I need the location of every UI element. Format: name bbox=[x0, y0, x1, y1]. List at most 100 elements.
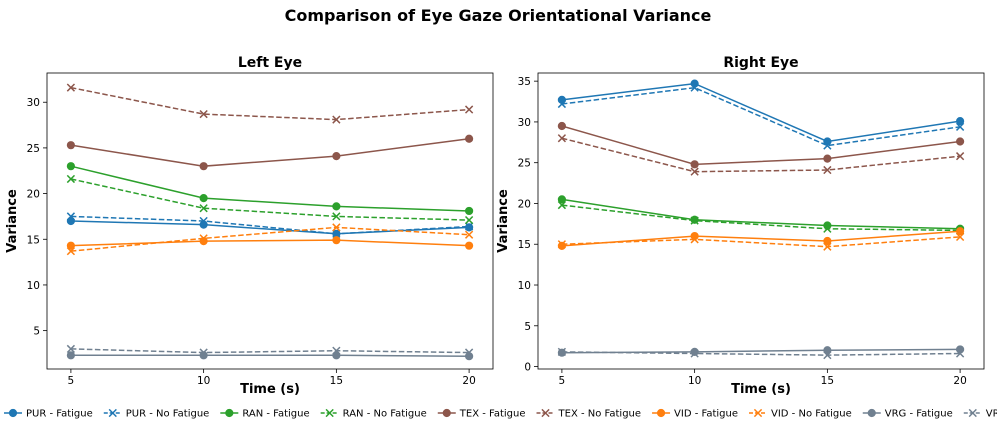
left-y-tick-label: 5 bbox=[33, 326, 40, 338]
legend-handle-marker bbox=[108, 408, 117, 418]
legend-label: VRG - Fatigue bbox=[885, 409, 953, 420]
left-point-ran-no-fatigue bbox=[66, 174, 76, 184]
right-point-tex-no-fatigue bbox=[557, 134, 567, 143]
legend-label: TEX - Fatigue bbox=[459, 409, 526, 420]
legend-item-ran-fatigue: RAN - Fatigue bbox=[220, 409, 310, 420]
left-line-vrg-fatigue bbox=[70, 354, 470, 357]
right-point-ran-no-fatigue bbox=[823, 224, 832, 233]
legend: PUR - Fatigue PUR - No Fatigue RAN - Fatig… bbox=[4, 409, 997, 420]
right-line-vid-fatigue bbox=[561, 230, 961, 247]
left-y-tick-label: 10 bbox=[27, 280, 40, 292]
right-point-vid-no-fatigue bbox=[823, 242, 832, 251]
right-point-pur-no-fatigue bbox=[955, 122, 965, 131]
figure-title: Comparison of Eye Gaze Orientational Var… bbox=[285, 6, 712, 25]
right-y-tick-label: 30 bbox=[518, 117, 531, 129]
left-point-ran-no-fatigue bbox=[199, 204, 208, 213]
right-point-tex-fatigue bbox=[823, 154, 832, 163]
left-point-pur-no-fatigue bbox=[199, 216, 208, 226]
legend-handle-marker bbox=[867, 408, 876, 418]
right-point-vrg-no-fatigue bbox=[823, 351, 832, 360]
right-eye-panel: Right Eye Time (s) Variance 5 10 15 20 0 5 10 15 20… bbox=[496, 55, 985, 397]
left-x-tick-label: 20 bbox=[462, 375, 475, 387]
right-point-vrg-no-fatigue bbox=[557, 347, 567, 357]
right-y-axis-label: Variance bbox=[496, 189, 511, 253]
right-point-vid-fatigue bbox=[956, 227, 965, 236]
legend-item-tex-no-fatigue: TEX - No Fatigue bbox=[536, 409, 641, 420]
left-point-pur-no-fatigue bbox=[332, 229, 341, 238]
right-x-tick-label: 20 bbox=[953, 375, 966, 387]
left-point-vid-fatigue bbox=[465, 241, 474, 250]
right-point-vrg-no-fatigue bbox=[690, 349, 699, 358]
legend-label: RAN - Fatigue bbox=[242, 409, 309, 420]
left-point-ran-no-fatigue bbox=[464, 215, 474, 225]
right-point-vid-no-fatigue bbox=[690, 235, 699, 244]
left-series-tex-no-fatigue bbox=[66, 83, 474, 124]
right-point-tex-fatigue bbox=[690, 160, 699, 169]
legend-handle-marker bbox=[8, 408, 18, 418]
legend-item-vid-fatigue: VID - Fatigue bbox=[652, 409, 738, 420]
left-series-tex-fatigue bbox=[66, 134, 474, 171]
left-y-axis-label: Variance bbox=[5, 189, 20, 253]
left-point-vid-fatigue bbox=[66, 241, 75, 250]
right-line-vrg-no-fatigue bbox=[561, 351, 961, 356]
right-point-vid-fatigue bbox=[823, 236, 832, 246]
legend-handle-marker bbox=[656, 408, 666, 418]
legend-label: RAN - No Fatigue bbox=[343, 409, 427, 420]
right-series-tex-fatigue bbox=[557, 121, 965, 169]
left-point-ran-fatigue bbox=[465, 206, 474, 216]
right-point-tex-fatigue bbox=[557, 121, 566, 131]
legend-label: VRG - No Fatigue bbox=[986, 409, 997, 420]
right-x-tick-label: 15 bbox=[821, 375, 834, 387]
right-line-ran-no-fatigue bbox=[561, 204, 961, 232]
left-series-pur-no-fatigue bbox=[66, 212, 474, 238]
left-point-tex-no-fatigue bbox=[66, 83, 76, 92]
left-eye-panel: Left Eye Time (s) Variance 5 10 15 20 5 10 15 20 25… bbox=[5, 55, 494, 397]
left-point-pur-no-fatigue bbox=[66, 212, 76, 221]
right-line-pur-fatigue bbox=[561, 82, 961, 143]
legend-handle-marker bbox=[325, 408, 334, 418]
right-point-ran-no-fatigue bbox=[557, 200, 567, 210]
left-eye-title: Left Eye bbox=[238, 55, 302, 71]
left-point-tex-fatigue bbox=[199, 162, 208, 171]
legend-handle-marker bbox=[442, 408, 451, 418]
right-y-tick-label: 15 bbox=[518, 239, 531, 251]
right-y-tick-label: 20 bbox=[518, 198, 531, 210]
legend-label: VID - No Fatigue bbox=[771, 409, 852, 420]
left-point-vid-no-fatigue bbox=[66, 247, 76, 256]
left-point-ran-no-fatigue bbox=[332, 212, 341, 221]
right-point-pur-fatigue bbox=[956, 117, 965, 126]
right-series-vid-no-fatigue bbox=[557, 232, 965, 251]
left-point-tex-fatigue bbox=[332, 152, 341, 161]
left-line-ran-no-fatigue bbox=[70, 178, 470, 221]
right-line-vid-no-fatigue bbox=[561, 236, 961, 248]
right-point-vid-no-fatigue bbox=[955, 232, 965, 242]
left-series-vid-no-fatigue bbox=[66, 223, 474, 256]
left-series-vrg-fatigue bbox=[66, 351, 474, 361]
left-line-pur-no-fatigue bbox=[70, 215, 470, 235]
right-line-pur-no-fatigue bbox=[561, 86, 961, 147]
right-y-tick-label: 25 bbox=[518, 158, 531, 170]
left-series-vrg-no-fatigue bbox=[66, 344, 474, 357]
legend-item-pur-fatigue: PUR - Fatigue bbox=[4, 409, 93, 420]
right-point-vrg-fatigue bbox=[823, 346, 832, 355]
left-line-tex-fatigue bbox=[70, 138, 470, 167]
left-point-ran-fatigue bbox=[66, 162, 75, 171]
left-series-ran-no-fatigue bbox=[66, 174, 474, 225]
left-point-vrg-fatigue bbox=[66, 351, 75, 360]
left-y-tick-label: 30 bbox=[27, 97, 40, 109]
legend-item-tex-fatigue: TEX - Fatigue bbox=[437, 408, 526, 420]
right-x-tick-label: 10 bbox=[688, 375, 701, 387]
left-point-pur-fatigue bbox=[199, 220, 208, 229]
left-point-vrg-fatigue bbox=[465, 352, 474, 361]
legend-item-vid-no-fatigue: VID - No Fatigue bbox=[749, 409, 852, 420]
left-x-tick-label: 10 bbox=[197, 375, 210, 387]
right-series-tex-no-fatigue bbox=[557, 134, 965, 176]
left-point-vrg-no-fatigue bbox=[332, 346, 341, 355]
right-point-pur-no-fatigue bbox=[690, 83, 699, 92]
right-plot-frame bbox=[537, 72, 985, 370]
left-point-ran-fatigue bbox=[332, 202, 341, 211]
left-point-vid-fatigue bbox=[332, 236, 341, 245]
left-series-vid-fatigue bbox=[66, 236, 474, 250]
right-y-tick-label: 10 bbox=[518, 280, 531, 292]
